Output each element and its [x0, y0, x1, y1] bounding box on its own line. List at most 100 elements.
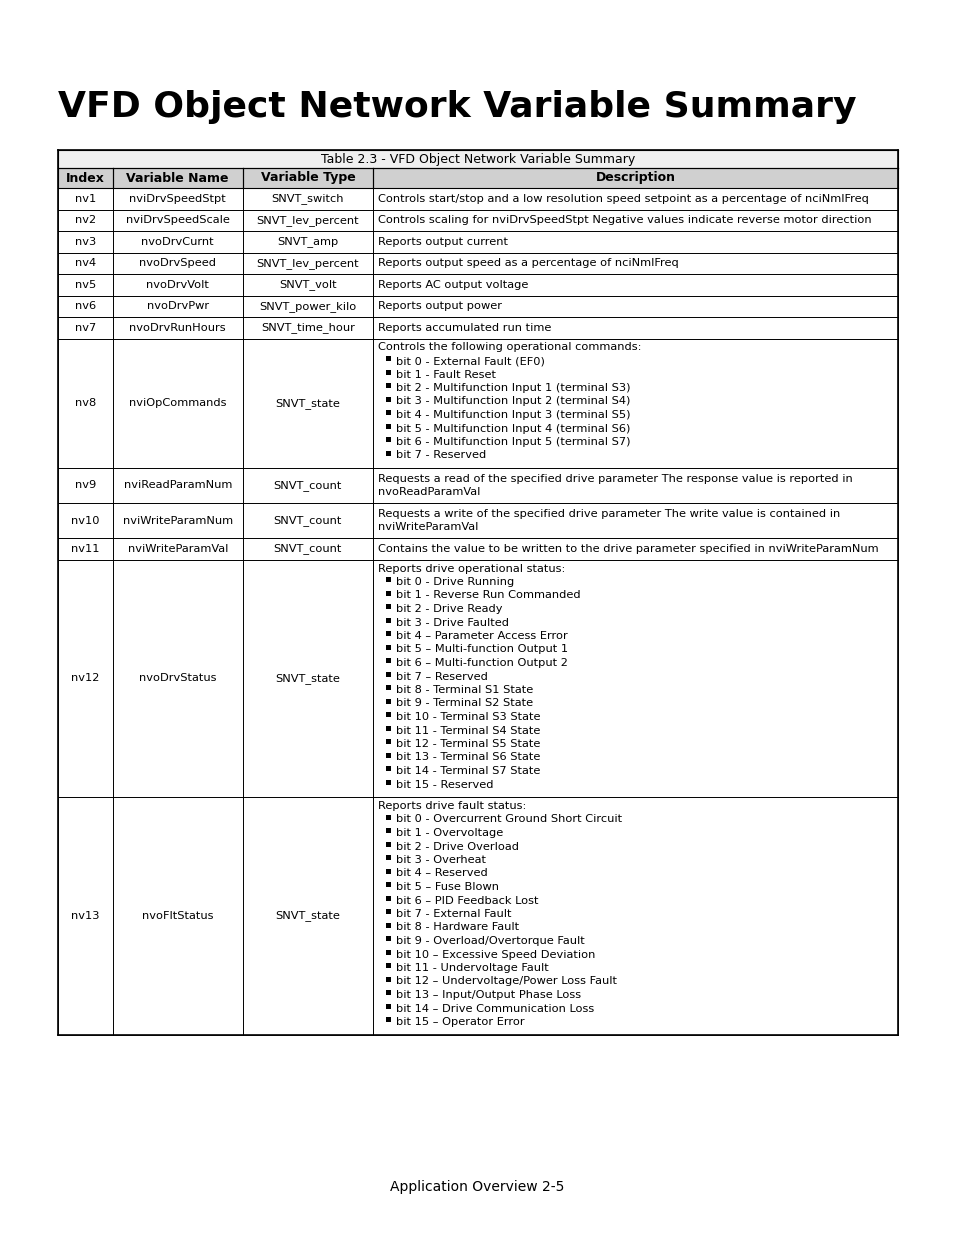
Text: bit 10 – Excessive Speed Deviation: bit 10 – Excessive Speed Deviation — [395, 950, 595, 960]
Bar — [386, 963, 391, 968]
Text: SNVT_count: SNVT_count — [274, 515, 342, 526]
Bar — [386, 356, 391, 361]
Text: Reports accumulated run time: Reports accumulated run time — [377, 322, 551, 332]
Text: nvoFltStatus: nvoFltStatus — [142, 910, 213, 921]
Bar — [386, 577, 391, 582]
Text: Requests a write of the specified drive parameter The write value is contained i: Requests a write of the specified drive … — [377, 509, 840, 519]
Text: bit 6 – PID Feedback Lost: bit 6 – PID Feedback Lost — [395, 895, 537, 905]
Bar — [386, 1018, 391, 1023]
Text: bit 1 - Fault Reset: bit 1 - Fault Reset — [395, 369, 496, 379]
Bar — [386, 841, 391, 847]
Text: bit 9 - Overload/Overtorque Fault: bit 9 - Overload/Overtorque Fault — [395, 936, 584, 946]
Bar — [386, 815, 391, 820]
Text: bit 14 - Terminal S7 State: bit 14 - Terminal S7 State — [395, 766, 539, 776]
Text: SNVT_amp: SNVT_amp — [277, 236, 338, 247]
Text: SNVT_power_kilo: SNVT_power_kilo — [259, 301, 356, 311]
Text: Controls start/stop and a low resolution speed setpoint as a percentage of nciNm: Controls start/stop and a low resolution… — [377, 194, 868, 204]
Text: bit 2 - Drive Ready: bit 2 - Drive Ready — [395, 604, 502, 614]
Bar — [386, 383, 391, 388]
Bar — [386, 396, 391, 401]
Text: bit 7 - External Fault: bit 7 - External Fault — [395, 909, 511, 919]
Text: nviReadParamNum: nviReadParamNum — [123, 480, 232, 490]
Text: nv11: nv11 — [71, 543, 99, 553]
Text: nv13: nv13 — [71, 910, 99, 921]
Text: bit 5 – Multi-function Output 1: bit 5 – Multi-function Output 1 — [395, 645, 568, 655]
Bar — [386, 451, 391, 456]
Bar — [386, 658, 391, 663]
Text: bit 0 - Drive Running: bit 0 - Drive Running — [395, 577, 514, 587]
Bar — [386, 672, 391, 677]
Text: nviDrvSpeedScale: nviDrvSpeedScale — [126, 215, 230, 225]
Text: bit 4 – Reserved: bit 4 – Reserved — [395, 868, 487, 878]
Text: SNVT_lev_percent: SNVT_lev_percent — [256, 258, 359, 269]
Text: nv12: nv12 — [71, 673, 99, 683]
Text: SNVT_state: SNVT_state — [275, 398, 340, 409]
Text: bit 6 – Multi-function Output 2: bit 6 – Multi-function Output 2 — [395, 658, 567, 668]
Text: bit 6 - Multifunction Input 5 (terminal S7): bit 6 - Multifunction Input 5 (terminal … — [395, 437, 630, 447]
Bar — [58, 168, 112, 188]
Text: SNVT_switch: SNVT_switch — [272, 194, 344, 204]
Text: nv7: nv7 — [74, 322, 96, 332]
Text: bit 3 - Drive Faulted: bit 3 - Drive Faulted — [395, 618, 509, 627]
Text: Reports output power: Reports output power — [377, 301, 501, 311]
Bar — [386, 895, 391, 900]
Text: bit 4 - Multifunction Input 3 (terminal S5): bit 4 - Multifunction Input 3 (terminal … — [395, 410, 630, 420]
Bar — [243, 168, 373, 188]
Text: nviDrvSpeedStpt: nviDrvSpeedStpt — [130, 194, 226, 204]
Text: nvoDrvRunHours: nvoDrvRunHours — [130, 322, 226, 332]
Bar — [386, 882, 391, 887]
Bar — [386, 437, 391, 442]
Text: SNVT_count: SNVT_count — [274, 480, 342, 492]
Text: Reports output speed as a percentage of nciNmlFreq: Reports output speed as a percentage of … — [377, 258, 678, 268]
Text: bit 10 - Terminal S3 State: bit 10 - Terminal S3 State — [395, 713, 540, 722]
Text: bit 15 – Operator Error: bit 15 – Operator Error — [395, 1016, 524, 1028]
Bar — [386, 410, 391, 415]
Bar — [386, 855, 391, 860]
Bar — [386, 766, 391, 771]
Bar — [386, 779, 391, 784]
Bar — [386, 868, 391, 873]
Text: SNVT_lev_percent: SNVT_lev_percent — [256, 215, 359, 226]
Text: bit 13 – Input/Output Phase Loss: bit 13 – Input/Output Phase Loss — [395, 990, 580, 1000]
Text: bit 12 – Undervoltage/Power Loss Fault: bit 12 – Undervoltage/Power Loss Fault — [395, 977, 617, 987]
Text: nviWriteParamVal: nviWriteParamVal — [377, 522, 477, 532]
Text: Controls scaling for nviDrvSpeedStpt Negative values indicate reverse motor dire: Controls scaling for nviDrvSpeedStpt Neg… — [377, 215, 871, 225]
Bar — [386, 829, 391, 834]
Bar — [386, 726, 391, 731]
Text: nvoReadParamVal: nvoReadParamVal — [377, 488, 480, 498]
Text: nviOpCommands: nviOpCommands — [129, 398, 226, 409]
Bar — [386, 713, 391, 718]
Text: bit 8 - Hardware Fault: bit 8 - Hardware Fault — [395, 923, 518, 932]
Text: nv9: nv9 — [74, 480, 96, 490]
Bar — [386, 990, 391, 995]
Bar — [386, 685, 391, 690]
Text: bit 14 – Drive Communication Loss: bit 14 – Drive Communication Loss — [395, 1004, 594, 1014]
Bar — [373, 168, 897, 188]
Text: nv3: nv3 — [74, 237, 96, 247]
Text: bit 0 - External Fault (EF0): bit 0 - External Fault (EF0) — [395, 356, 544, 366]
Text: bit 4 – Parameter Access Error: bit 4 – Parameter Access Error — [395, 631, 567, 641]
Text: nvoDrvStatus: nvoDrvStatus — [139, 673, 216, 683]
Text: Controls the following operational commands:: Controls the following operational comma… — [377, 342, 640, 352]
Bar — [386, 923, 391, 927]
Text: VFD Object Network Variable Summary: VFD Object Network Variable Summary — [58, 90, 856, 124]
Bar — [386, 977, 391, 982]
Text: Table 2.3 - VFD Object Network Variable Summary: Table 2.3 - VFD Object Network Variable … — [320, 152, 635, 165]
Bar — [386, 950, 391, 955]
Text: bit 1 - Overvoltage: bit 1 - Overvoltage — [395, 827, 503, 839]
Bar — [386, 618, 391, 622]
Text: nvoDrvCurnt: nvoDrvCurnt — [141, 237, 213, 247]
Text: Description: Description — [595, 172, 675, 184]
Text: Reports drive operational status:: Reports drive operational status: — [377, 563, 565, 573]
Text: bit 5 – Fuse Blown: bit 5 – Fuse Blown — [395, 882, 498, 892]
Text: nviWriteParamVal: nviWriteParamVal — [128, 543, 228, 553]
Text: bit 3 - Multifunction Input 2 (terminal S4): bit 3 - Multifunction Input 2 (terminal … — [395, 396, 630, 406]
Text: bit 12 - Terminal S5 State: bit 12 - Terminal S5 State — [395, 739, 539, 748]
Text: nv4: nv4 — [74, 258, 95, 268]
Text: Reports output current: Reports output current — [377, 237, 507, 247]
Text: bit 11 - Undervoltage Fault: bit 11 - Undervoltage Fault — [395, 963, 548, 973]
Bar — [386, 645, 391, 650]
Text: bit 8 - Terminal S1 State: bit 8 - Terminal S1 State — [395, 685, 533, 695]
Text: bit 2 - Multifunction Input 1 (terminal S3): bit 2 - Multifunction Input 1 (terminal … — [395, 383, 630, 393]
Text: bit 7 - Reserved: bit 7 - Reserved — [395, 451, 486, 461]
